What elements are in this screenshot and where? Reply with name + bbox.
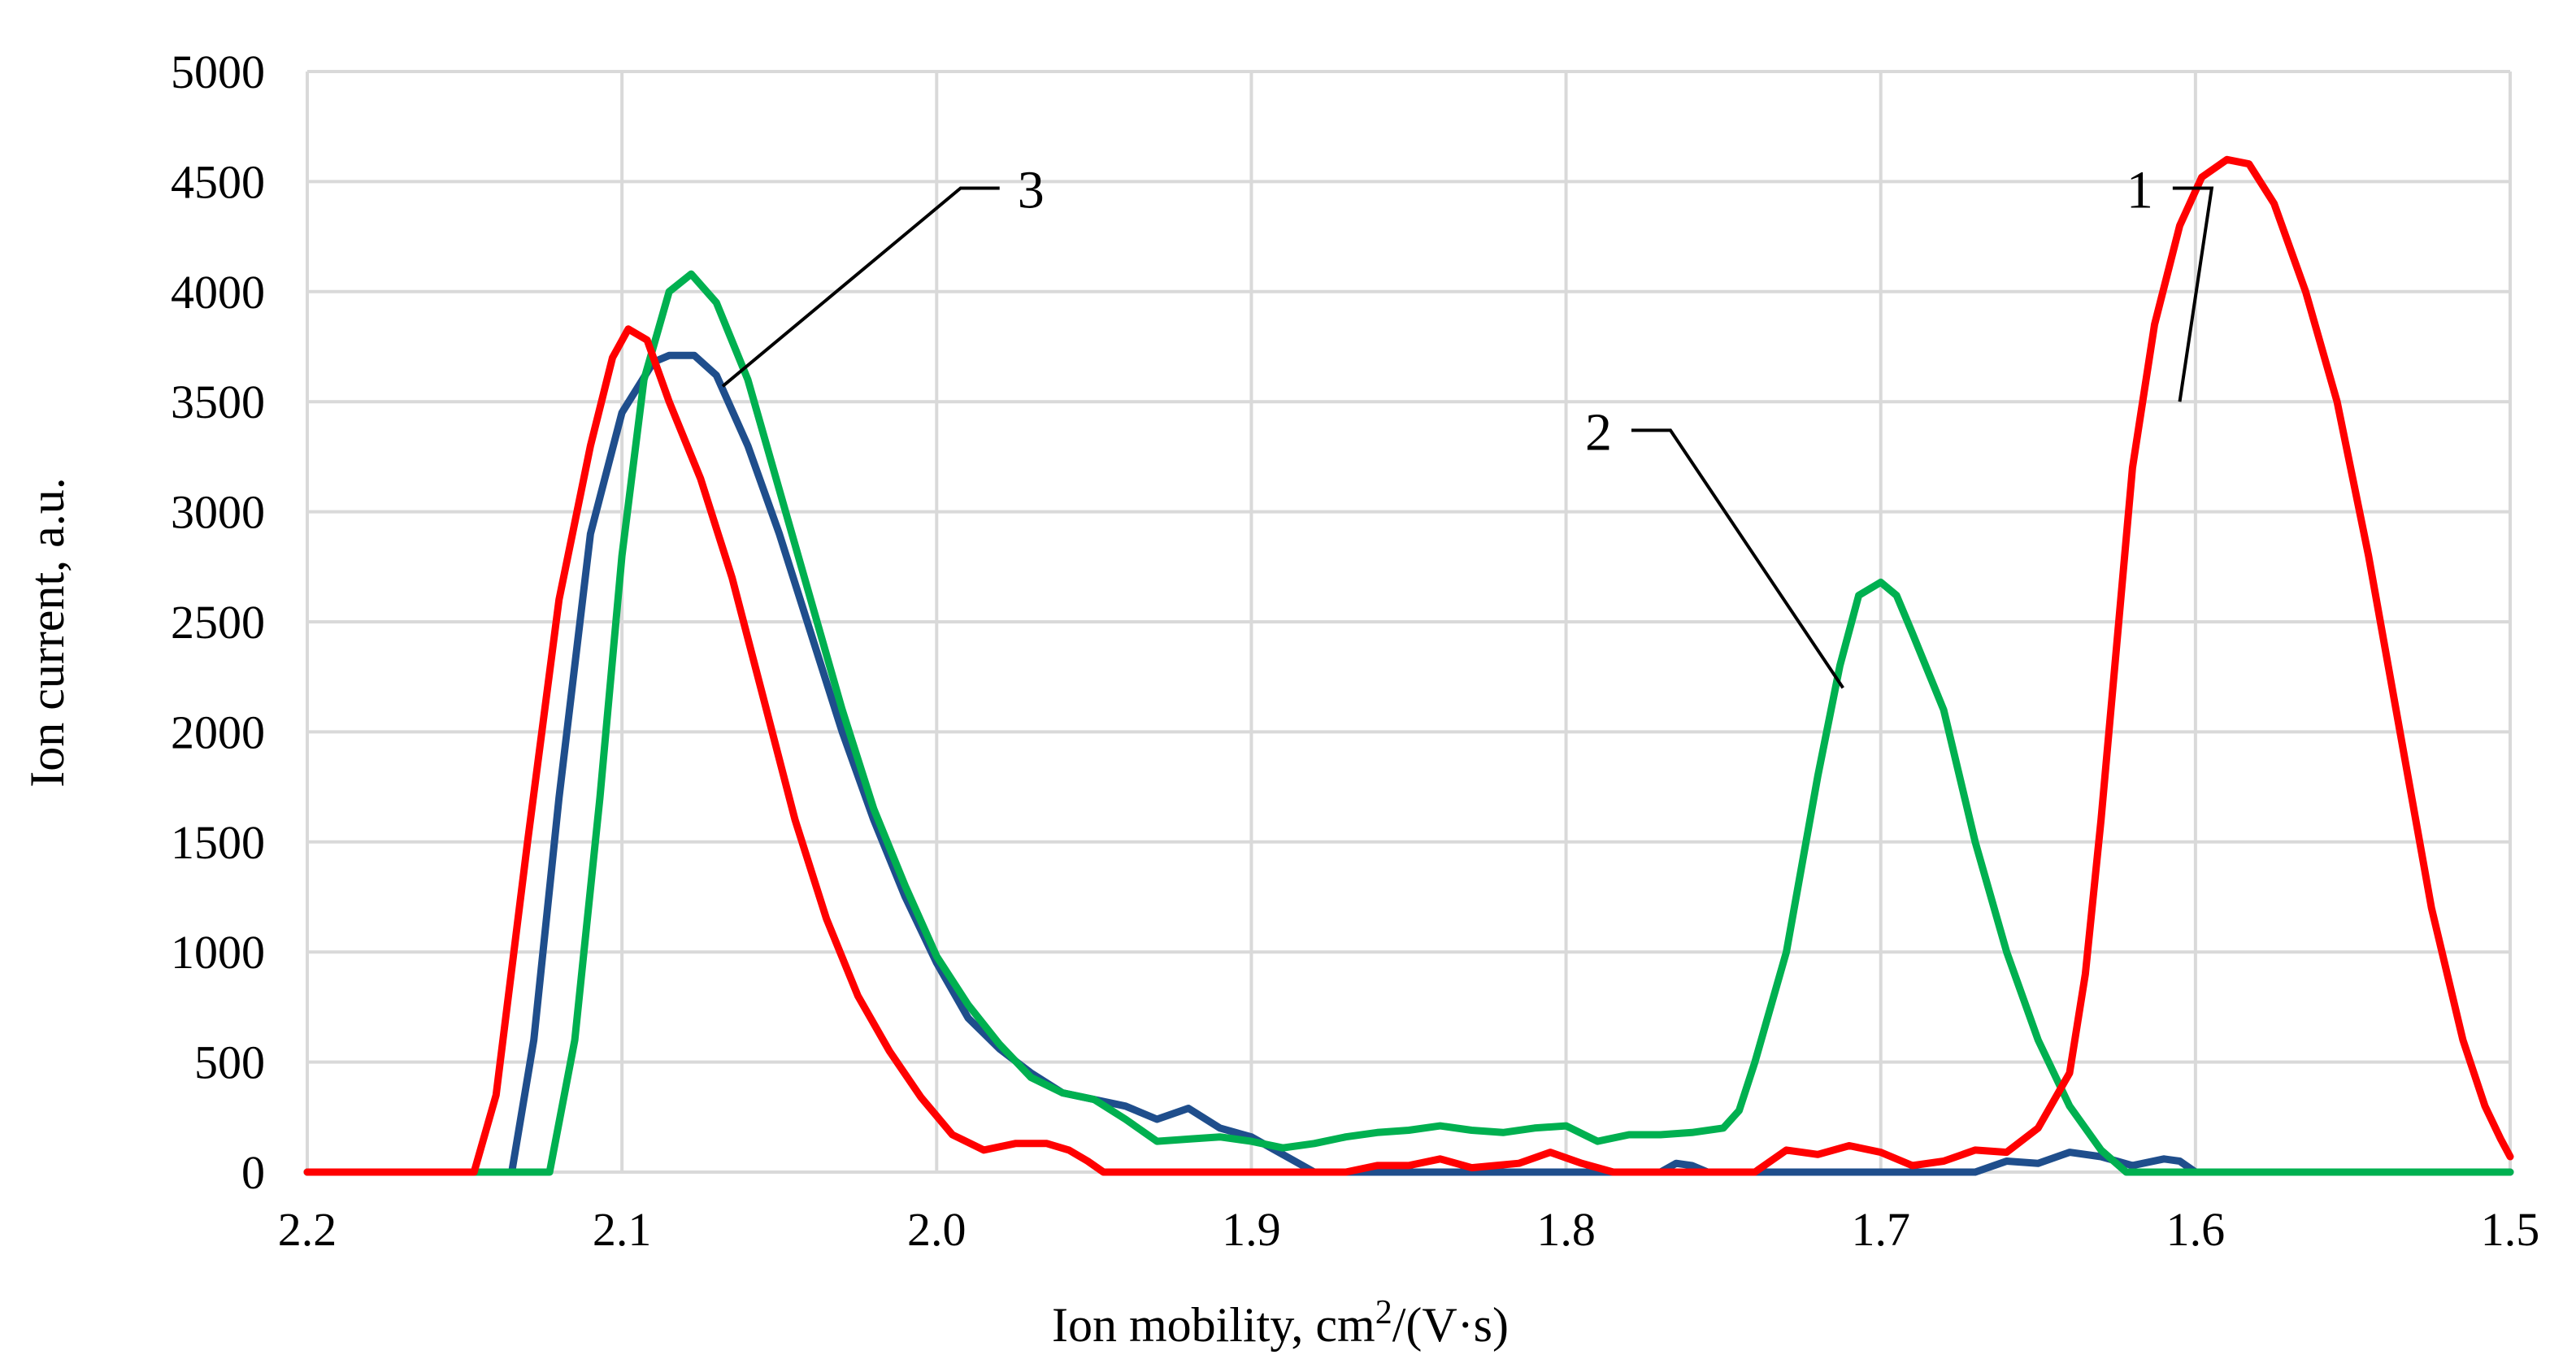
x-tick-label: 2.1 [593,1203,652,1256]
y-tick-label: 1500 [171,816,265,869]
x-tick-label: 2.2 [278,1203,337,1256]
x-tick-label: 1.5 [2481,1203,2540,1256]
x-axis-title-tail: /(V·s) [1392,1298,1509,1352]
y-tick-label: 1000 [171,926,265,979]
y-tick-label: 2500 [171,596,265,649]
y-tick-label: 5000 [171,46,265,98]
x-tick-label: 1.9 [1222,1203,1281,1256]
x-tick-label: 1.8 [1536,1203,1596,1256]
x-axis-title-main: Ion mobility, cm [1052,1298,1375,1352]
x-axis-title-sup: 2 [1375,1294,1392,1331]
x-tick-label: 1.7 [1851,1203,1910,1256]
y-tick-label: 3500 [171,376,265,428]
y-axis-title: Ion current, a.u. [20,477,74,788]
y-tick-label: 4000 [171,266,265,319]
callout-leader-2 [1631,428,1844,689]
series-line-1 [303,155,2514,1176]
series-line-2 [303,270,2514,1176]
callout-leader-1 [2172,186,2214,402]
tick-labels: 0 500 1000 1500 2000 2500 3000 3500 4000 4500 5000… [171,46,2539,1256]
callouts: 1 2 3 [721,161,2214,689]
series-lines [303,155,2514,1176]
y-tick-label: 0 [241,1146,265,1199]
x-tick-label: 1.6 [2166,1203,2226,1256]
x-axis-title: Ion mobility, cm2/(V·s) [1052,1294,1509,1352]
y-tick-label: 2000 [171,706,265,758]
callout-leader-3 [721,186,1000,388]
callout-label-3: 3 [1018,161,1045,220]
y-tick-label: 500 [194,1036,265,1089]
y-tick-label: 3000 [171,486,265,539]
y-tick-label: 4500 [171,155,265,208]
callout-label-2: 2 [1585,402,1612,462]
x-tick-label: 2.0 [907,1203,967,1256]
callout-label-1: 1 [2126,161,2153,220]
